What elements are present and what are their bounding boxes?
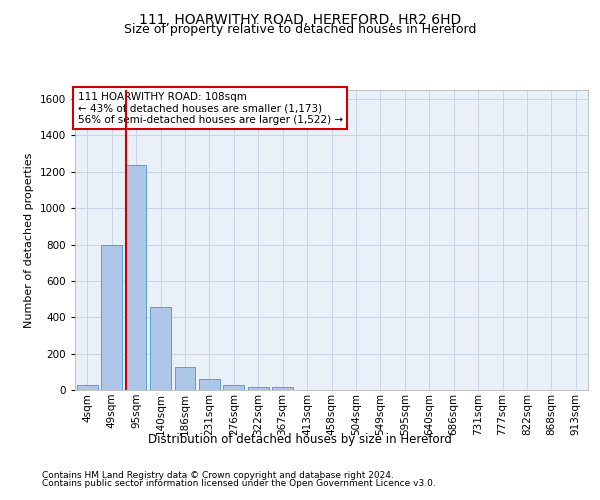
Bar [125,164,146,390]
Bar [272,388,293,390]
Text: Contains HM Land Registry data © Crown copyright and database right 2024.: Contains HM Land Registry data © Crown c… [42,471,394,480]
Text: 111 HOARWITHY ROAD: 108sqm
← 43% of detached houses are smaller (1,173)
56% of s: 111 HOARWITHY ROAD: 108sqm ← 43% of deta… [77,92,343,124]
Bar [223,385,244,390]
Bar [248,386,269,390]
Bar [199,380,220,390]
Text: Size of property relative to detached houses in Hereford: Size of property relative to detached ho… [124,22,476,36]
Bar [101,244,122,390]
Bar [175,368,196,390]
Text: 111, HOARWITHY ROAD, HEREFORD, HR2 6HD: 111, HOARWITHY ROAD, HEREFORD, HR2 6HD [139,12,461,26]
Text: Distribution of detached houses by size in Hereford: Distribution of detached houses by size … [148,432,452,446]
Bar [150,308,171,390]
Y-axis label: Number of detached properties: Number of detached properties [24,152,34,328]
Text: Contains public sector information licensed under the Open Government Licence v3: Contains public sector information licen… [42,479,436,488]
Bar [77,386,98,390]
